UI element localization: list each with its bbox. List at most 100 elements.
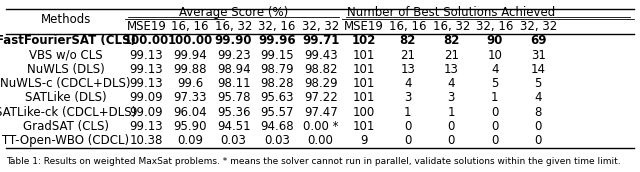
Text: 3: 3 — [447, 91, 455, 104]
Text: 0: 0 — [447, 120, 455, 133]
Text: 95.90: 95.90 — [173, 120, 207, 133]
Text: 94.51: 94.51 — [217, 120, 250, 133]
Text: 32, 16: 32, 16 — [259, 20, 296, 33]
Text: GradSAT (CLS): GradSAT (CLS) — [22, 120, 109, 133]
Text: 32, 16: 32, 16 — [476, 20, 513, 33]
Text: 95.63: 95.63 — [260, 91, 294, 104]
Text: 99.88: 99.88 — [173, 63, 207, 76]
Text: 99.13: 99.13 — [130, 120, 163, 133]
Text: 98.94: 98.94 — [217, 63, 250, 76]
Text: 99.90: 99.90 — [215, 34, 252, 47]
Text: SATLike (DLS): SATLike (DLS) — [25, 91, 106, 104]
Text: 99.96: 99.96 — [259, 34, 296, 47]
Text: 99.94: 99.94 — [173, 49, 207, 62]
Text: 5: 5 — [534, 77, 542, 90]
Text: 4: 4 — [491, 63, 499, 76]
Text: 0.00: 0.00 — [308, 134, 333, 147]
Text: 99.13: 99.13 — [130, 49, 163, 62]
Text: 98.28: 98.28 — [260, 77, 294, 90]
Text: 100.00: 100.00 — [168, 34, 212, 47]
Text: 0: 0 — [491, 120, 499, 133]
Text: 32, 32: 32, 32 — [520, 20, 557, 33]
Text: 1: 1 — [491, 91, 499, 104]
Text: 0: 0 — [491, 134, 499, 147]
Text: 82: 82 — [443, 34, 460, 47]
Text: 0.09: 0.09 — [177, 134, 203, 147]
Text: 95.36: 95.36 — [217, 106, 250, 119]
Text: 101: 101 — [353, 77, 375, 90]
Text: 99.09: 99.09 — [130, 106, 163, 119]
Text: 94.68: 94.68 — [260, 120, 294, 133]
Text: 96.04: 96.04 — [173, 106, 207, 119]
Text: Number of Best Solutions Achieved: Number of Best Solutions Achieved — [347, 6, 556, 19]
Text: NuWLS (DLS): NuWLS (DLS) — [27, 63, 104, 76]
Text: 101: 101 — [353, 120, 375, 133]
Text: 99.15: 99.15 — [260, 49, 294, 62]
Text: 101: 101 — [353, 63, 375, 76]
Text: 82: 82 — [399, 34, 416, 47]
Text: TT-Open-WBO (CDCL): TT-Open-WBO (CDCL) — [2, 134, 129, 147]
Text: 102: 102 — [352, 34, 376, 47]
Text: 97.22: 97.22 — [304, 91, 337, 104]
Text: MSE19: MSE19 — [344, 20, 384, 33]
Text: 99.09: 99.09 — [130, 91, 163, 104]
Text: Table 1: Results on weighted MaxSat problems. * means the solver cannot run in p: Table 1: Results on weighted MaxSat prob… — [6, 157, 621, 165]
Text: 0: 0 — [404, 134, 412, 147]
Text: FastFourierSAT (CLS): FastFourierSAT (CLS) — [0, 34, 136, 47]
Text: 90: 90 — [486, 34, 503, 47]
Text: 0: 0 — [404, 120, 412, 133]
Text: 10: 10 — [487, 49, 502, 62]
Text: 98.79: 98.79 — [260, 63, 294, 76]
Text: 101: 101 — [353, 49, 375, 62]
Text: Average Score (%): Average Score (%) — [179, 6, 288, 19]
Text: 69: 69 — [530, 34, 547, 47]
Text: 95.78: 95.78 — [217, 91, 250, 104]
Text: 0: 0 — [534, 134, 542, 147]
Text: 5: 5 — [491, 77, 499, 90]
Text: 100: 100 — [353, 106, 375, 119]
Text: 0: 0 — [447, 134, 455, 147]
Text: 16, 32: 16, 32 — [433, 20, 470, 33]
Text: 99.71: 99.71 — [302, 34, 339, 47]
Text: 101: 101 — [353, 91, 375, 104]
Text: 0: 0 — [491, 106, 499, 119]
Text: 21: 21 — [400, 49, 415, 62]
Text: NuWLS-c (CDCL+DLS): NuWLS-c (CDCL+DLS) — [1, 77, 131, 90]
Text: 99.13: 99.13 — [130, 63, 163, 76]
Text: 4: 4 — [447, 77, 455, 90]
Text: Methods: Methods — [40, 13, 91, 26]
Text: 99.23: 99.23 — [217, 49, 250, 62]
Text: 98.29: 98.29 — [304, 77, 337, 90]
Text: 98.82: 98.82 — [304, 63, 337, 76]
Text: 4: 4 — [404, 77, 412, 90]
Text: 16, 16: 16, 16 — [389, 20, 426, 33]
Text: 14: 14 — [531, 63, 546, 76]
Text: MSE19: MSE19 — [127, 20, 166, 33]
Text: 9: 9 — [360, 134, 368, 147]
Text: 95.57: 95.57 — [260, 106, 294, 119]
Text: 97.33: 97.33 — [173, 91, 207, 104]
Text: VBS w/o CLS: VBS w/o CLS — [29, 49, 102, 62]
Text: 13: 13 — [400, 63, 415, 76]
Text: 0.03: 0.03 — [264, 134, 290, 147]
Text: 3: 3 — [404, 91, 412, 104]
Text: 97.47: 97.47 — [304, 106, 337, 119]
Text: 1: 1 — [447, 106, 455, 119]
Text: 100.00: 100.00 — [124, 34, 169, 47]
Text: 0.00 *: 0.00 * — [303, 120, 339, 133]
Text: 16, 16: 16, 16 — [172, 20, 209, 33]
Text: 0.03: 0.03 — [221, 134, 246, 147]
Text: 21: 21 — [444, 49, 459, 62]
Text: 0: 0 — [534, 120, 542, 133]
Text: 8: 8 — [534, 106, 542, 119]
Text: 32, 32: 32, 32 — [302, 20, 339, 33]
Text: 99.13: 99.13 — [130, 77, 163, 90]
Text: 99.6: 99.6 — [177, 77, 204, 90]
Text: SATLike-ck (CDCL+DLS): SATLike-ck (CDCL+DLS) — [0, 106, 136, 119]
Text: 10.38: 10.38 — [130, 134, 163, 147]
Text: 4: 4 — [534, 91, 542, 104]
Text: 1: 1 — [404, 106, 412, 119]
Text: 31: 31 — [531, 49, 546, 62]
Text: 98.11: 98.11 — [217, 77, 250, 90]
Text: 13: 13 — [444, 63, 459, 76]
